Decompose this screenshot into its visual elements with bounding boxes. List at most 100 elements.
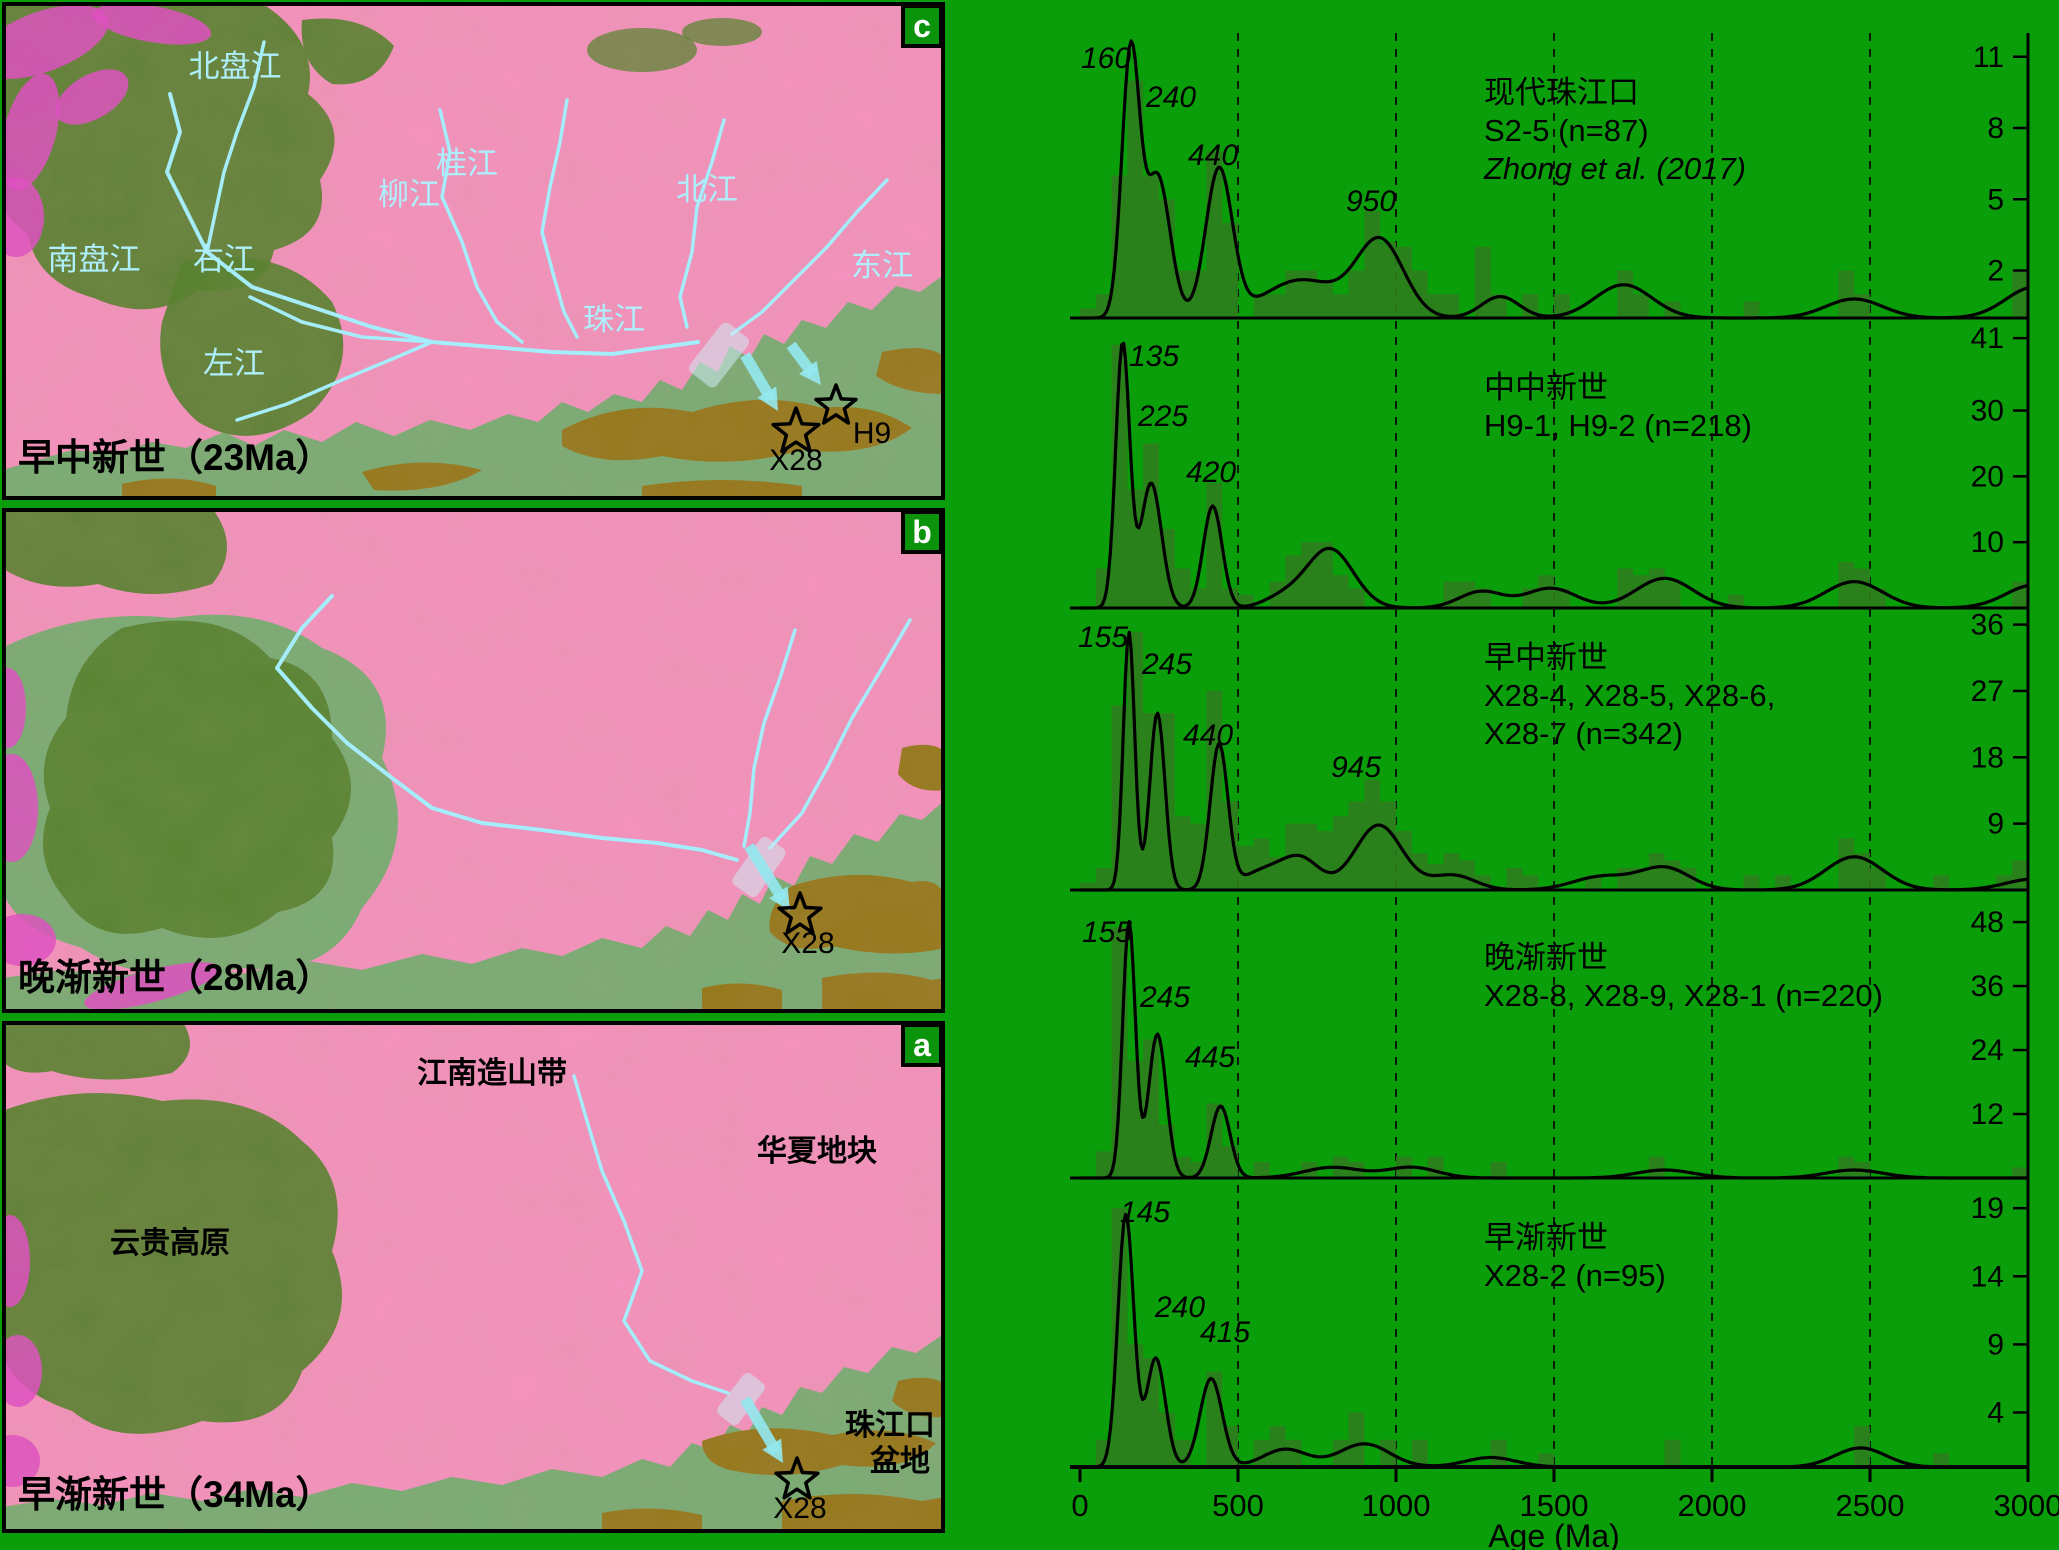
well-star-icon xyxy=(814,383,858,425)
y-tick-label: 19 xyxy=(1971,1192,2004,1225)
x-tick-label: 3000 xyxy=(1994,1488,2059,1523)
arrow-head-icon xyxy=(757,386,778,411)
panel-sample-label: X28-4, X28-5, X28-6, xyxy=(1484,678,1775,713)
x-tick-label: 500 xyxy=(1212,1488,1264,1523)
map-panel-late-oligocene: X28 晚渐新世（28Ma） b xyxy=(2,508,945,1013)
river-label: 珠江 xyxy=(583,302,645,337)
peak-age-label: 445 xyxy=(1185,1041,1235,1074)
peak-age-label: 245 xyxy=(1141,648,1192,681)
y-tick-label: 24 xyxy=(1971,1034,2004,1067)
river-label: 北盘江 xyxy=(189,49,282,84)
y-tick-label: 12 xyxy=(1971,1098,2004,1131)
well-star-icon xyxy=(771,406,821,454)
peak-age-label: 420 xyxy=(1186,456,1236,489)
river-label: 左江 xyxy=(203,346,265,381)
panel-title: 现代珠江口 xyxy=(1484,75,1639,110)
y-axis-ticks: 4 9 14 19 xyxy=(1971,1192,2028,1430)
map-border xyxy=(2,508,945,1013)
peak-age-label: 160 xyxy=(1081,42,1131,75)
panel-title: 早中新世 xyxy=(1484,640,1608,675)
river-path xyxy=(165,92,700,356)
well-label: X28 xyxy=(769,444,822,477)
region-label: 珠江口 xyxy=(845,1409,935,1442)
period-label: 早中新世（23Ma） xyxy=(18,437,333,478)
y-tick-label: 4 xyxy=(1987,1397,2004,1430)
river-path xyxy=(742,628,797,848)
river-path xyxy=(572,1074,730,1395)
y-tick-label: 8 xyxy=(1987,112,2004,145)
y-tick-label: 41 xyxy=(1971,322,2004,355)
x-axis-title: Age (Ma) xyxy=(1488,1518,1620,1550)
y-tick-label: 18 xyxy=(1971,741,2004,774)
kde-curve xyxy=(1080,341,2029,610)
region-label: 云贵高原 xyxy=(110,1227,230,1260)
peak-age-label: 245 xyxy=(1139,981,1190,1014)
peak-age-label: 240 xyxy=(1145,81,1196,114)
panel-letter: b xyxy=(912,514,932,550)
arrow-head-icon xyxy=(799,360,821,385)
river-path xyxy=(205,40,266,254)
peak-age-label: 240 xyxy=(1154,1291,1205,1324)
estuary-channel xyxy=(688,322,750,388)
peak-age-label: 145 xyxy=(1120,1196,1170,1229)
panel-letter-box xyxy=(901,4,943,48)
paleo-transport-arrow xyxy=(740,1396,781,1455)
panel-letter-box xyxy=(901,1023,943,1067)
y-tick-label: 9 xyxy=(1987,808,2004,841)
river-label: 柳江 xyxy=(378,177,440,212)
peak-age-label: 950 xyxy=(1346,185,1396,218)
terrain-texture xyxy=(2,2,945,500)
x-tick-label: 0 xyxy=(1071,1488,1088,1523)
well-label: X28 xyxy=(781,927,834,960)
arrow-head-icon xyxy=(762,1438,783,1463)
paleo-transport-arrow xyxy=(744,843,788,903)
y-tick-label: 36 xyxy=(1971,609,2004,642)
y-tick-label: 5 xyxy=(1987,183,2004,216)
river-path xyxy=(540,98,579,339)
panel-sample-label: X28-7 (n=342) xyxy=(1484,716,1683,751)
y-tick-label: 27 xyxy=(1971,675,2004,708)
well-label: H9 xyxy=(853,417,891,450)
y-tick-label: 9 xyxy=(1987,1328,2004,1361)
y-tick-label: 11 xyxy=(1973,41,2004,74)
terrain-texture xyxy=(2,1021,945,1533)
river-label: 南盘江 xyxy=(48,242,141,277)
peak-age-label: 155 xyxy=(1082,916,1132,949)
y-tick-label: 30 xyxy=(1971,395,2004,428)
histogram-bars xyxy=(1080,631,2028,890)
panel-letter-box xyxy=(901,510,943,554)
peak-age-label: 225 xyxy=(1137,400,1188,433)
river-path xyxy=(235,340,434,422)
y-tick-label: 14 xyxy=(1971,1260,2004,1293)
x-tick-label: 2500 xyxy=(1836,1488,1905,1523)
river-path xyxy=(768,618,912,850)
panel-sample-label: S2-5 (n=87) xyxy=(1484,113,1649,148)
panel-sample-label: X28-2 (n=95) xyxy=(1484,1258,1666,1293)
x-tick-label: 1500 xyxy=(1520,1488,1589,1523)
period-label: 早渐新世（34Ma） xyxy=(18,1474,333,1515)
kde-curve xyxy=(1080,630,2029,892)
kde-curve xyxy=(1080,39,2029,320)
y-tick-label: 48 xyxy=(1971,906,2004,939)
river-label: 右江 xyxy=(193,242,255,277)
peak-age-label: 415 xyxy=(1200,1316,1250,1349)
river-label: 桂江 xyxy=(436,146,498,181)
panel-title: 晚渐新世 xyxy=(1484,940,1608,975)
y-axis-ticks: 12 24 36 48 xyxy=(1971,906,2028,1131)
panel-sample-label: H9-1, H9-2 (n=218) xyxy=(1484,408,1752,443)
peak-age-label: 155 xyxy=(1078,621,1128,654)
x-tick-label: 1000 xyxy=(1362,1488,1431,1523)
panel-letter: c xyxy=(913,8,931,44)
well-label: X28 xyxy=(773,1492,826,1525)
y-tick-label: 36 xyxy=(1971,970,2004,1003)
y-tick-label: 20 xyxy=(1971,460,2004,493)
y-axis-ticks: 10 20 30 41 xyxy=(1971,322,2028,559)
map-border xyxy=(2,1021,945,1533)
